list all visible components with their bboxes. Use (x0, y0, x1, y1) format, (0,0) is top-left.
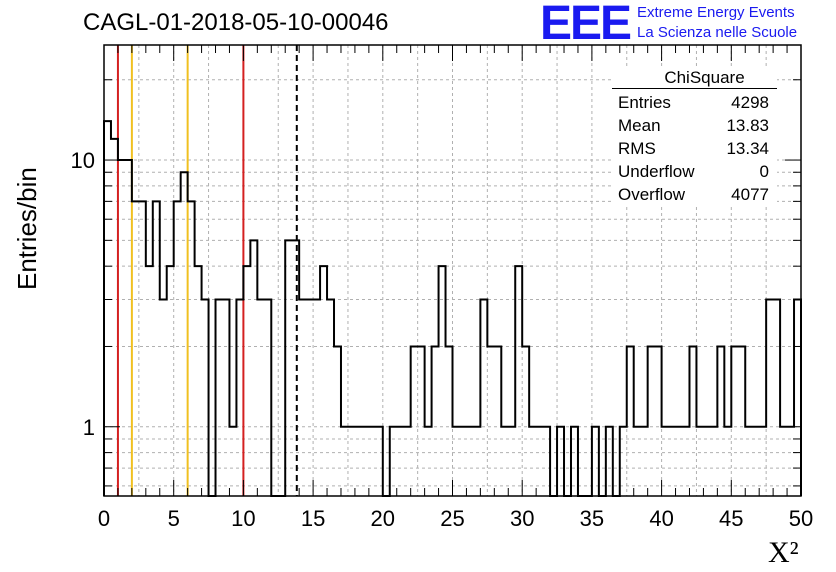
stats-label: Mean (618, 116, 661, 135)
x-tick-label: 15 (301, 506, 325, 531)
stats-value: 13.83 (726, 116, 769, 135)
x-tick-label: 25 (440, 506, 464, 531)
stats-label: Overflow (618, 185, 686, 204)
x-tick-label: 20 (371, 506, 395, 531)
x-tick-label: 35 (580, 506, 604, 531)
x-axis-label: X² (768, 536, 799, 569)
stats-row-overflow: Overflow 4077 (612, 183, 777, 206)
stats-value: 4298 (731, 93, 769, 112)
y-tick-label: 10 (71, 148, 95, 173)
stats-label: RMS (618, 139, 656, 158)
stats-row-mean: Mean 13.83 (612, 114, 777, 137)
histogram-layer (103, 120, 802, 497)
y-axis-label: Entries/bin (12, 167, 42, 290)
tick-labels: 0 5 10 15 20 25 30 35 40 45 50 1 10 (71, 148, 814, 531)
logo-line-2: La Scienza nelle Scuole (637, 24, 798, 41)
stats-value: 4077 (731, 185, 769, 204)
x-tick-label: 45 (719, 506, 743, 531)
reference-lines (116, 45, 298, 496)
stats-box: ChiSquare Entries 4298 Mean 13.83 RMS 13… (612, 66, 777, 206)
stats-label: Entries (618, 93, 671, 112)
x-tick-label: 30 (510, 506, 534, 531)
x-tick-label: 50 (789, 506, 813, 531)
x-tick-label: 0 (98, 506, 110, 531)
logo-line-1: Extreme Energy Events (637, 4, 795, 21)
stats-row-underflow: Underflow 0 (612, 160, 777, 183)
chart-title: CAGL-01-2018-05-10-00046 (83, 9, 389, 36)
stats-value: 0 (759, 162, 769, 181)
stats-row-rms: RMS 13.34 (612, 137, 777, 160)
axis-ticks (103, 45, 802, 496)
x-tick-label: 40 (649, 506, 673, 531)
y-axis-label-wrap: Entries/bin (8, 167, 42, 330)
stats-value: 13.34 (726, 139, 769, 158)
eee-logo: EEE (540, 0, 632, 50)
stats-row-entries: Entries 4298 (612, 91, 777, 114)
stats-label: Underflow (618, 162, 695, 181)
y-tick-label: 1 (83, 415, 95, 440)
x-tick-label: 5 (168, 506, 180, 531)
x-tick-label: 10 (231, 506, 255, 531)
stats-title: ChiSquare (612, 66, 777, 89)
histogram-outline (103, 120, 802, 497)
